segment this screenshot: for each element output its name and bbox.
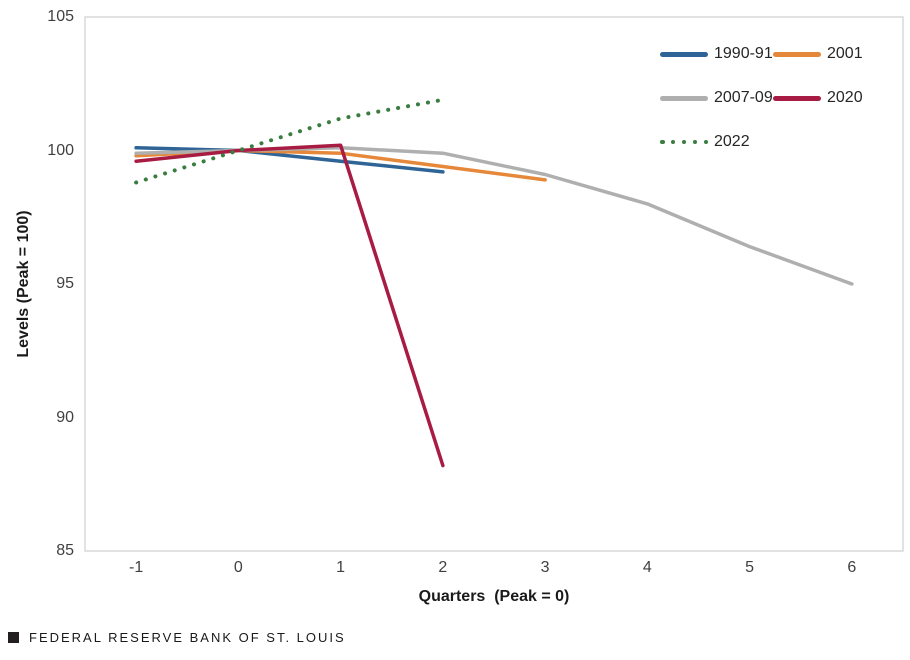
y-tick-label-95: 95 <box>56 275 74 292</box>
series-line-2020 <box>134 143 445 468</box>
legend-dot <box>681 139 687 145</box>
legend-dot <box>670 139 676 145</box>
legend-dot <box>692 139 698 145</box>
legend-label-2020: 2020 <box>827 89 863 106</box>
series-line-1990-91 <box>134 146 445 174</box>
x-tick-label-2: 2 <box>438 559 448 576</box>
y-axis-title: Levels (Peak = 100) <box>15 210 32 358</box>
x-tick-label--1: -1 <box>129 559 144 576</box>
legend-item-1990-91: 1990-91 <box>660 42 773 66</box>
legend-label-2001: 2001 <box>827 45 863 62</box>
legend-dot <box>703 139 708 145</box>
footer-brand-text: FEDERAL RESERVE BANK OF ST. LOUIS <box>29 630 346 645</box>
legend-swatch-2020-icon <box>773 95 821 101</box>
legend-label-2007-09: 2007-09 <box>714 89 773 106</box>
y-tick-label-100: 100 <box>47 141 74 159</box>
y-tick-label-105: 105 <box>47 8 74 25</box>
legend-item-2020: 2020 <box>773 86 863 110</box>
x-tick-label-1: 1 <box>336 559 346 576</box>
plot-border <box>84 16 904 552</box>
x-tick-label-3: 3 <box>540 559 550 576</box>
y-tick-label-85: 85 <box>56 542 74 559</box>
series-line-2022 <box>134 97 445 185</box>
x-axis-title: Quarters (Peak = 0) <box>418 588 570 605</box>
y-tick-label-90: 90 <box>56 408 74 426</box>
footer-brand: FEDERAL RESERVE BANK OF ST. LOUIS <box>8 630 346 645</box>
legend-item-2001: 2001 <box>773 42 863 66</box>
legend-swatch-2022-icon <box>660 139 708 145</box>
stlouis-fed-logo-icon <box>8 632 19 643</box>
x-tick-label-0: 0 <box>233 559 243 576</box>
series-line-2007-09 <box>134 146 854 286</box>
legend-label-2022: 2022 <box>714 133 750 150</box>
legend-dot <box>660 139 665 145</box>
legend-item-2022: 2022 <box>660 130 750 154</box>
plot-svg <box>84 16 904 552</box>
legend-item-2007-09: 2007-09 <box>660 86 773 110</box>
legend-label-1990-91: 1990-91 <box>714 45 773 62</box>
x-tick-label-5: 5 <box>745 559 755 576</box>
legend-swatch-2001-icon <box>773 51 821 57</box>
legend-swatch-2007-09-icon <box>660 95 708 101</box>
legend-swatch-1990-91-icon <box>660 51 708 57</box>
x-tick-label-4: 4 <box>642 559 652 576</box>
x-tick-label-6: 6 <box>847 559 857 576</box>
